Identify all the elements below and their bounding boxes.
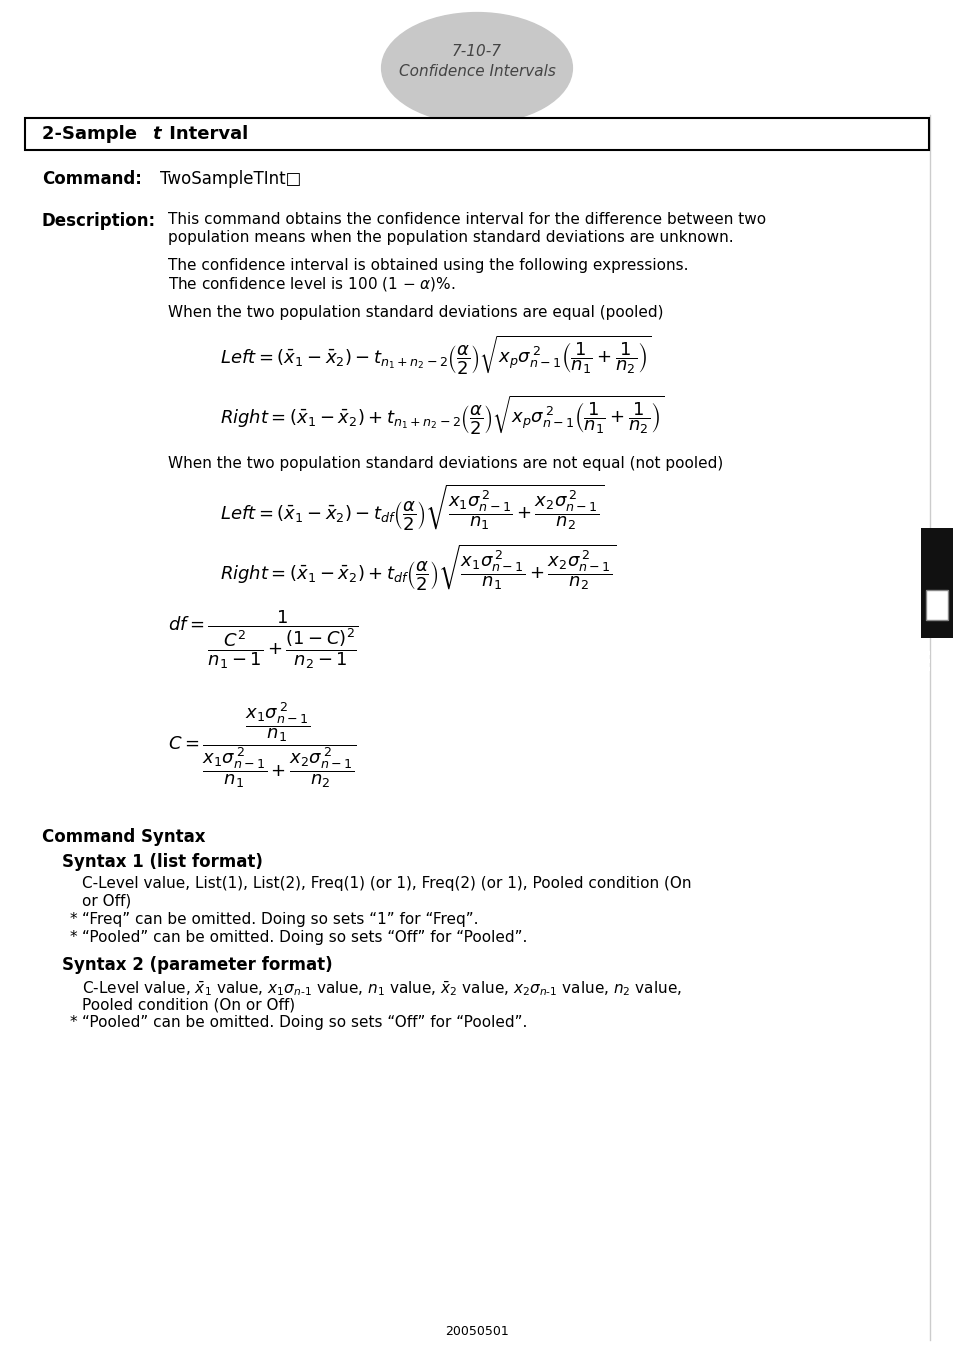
Text: Syntax 2 (parameter format): Syntax 2 (parameter format) (62, 956, 333, 973)
Text: or Off): or Off) (82, 894, 132, 909)
Text: C-Level value, $\bar{x}_1$ value, $x_1\sigma_{n\text{-}1}$ value, $n_1$ value, $: C-Level value, $\bar{x}_1$ value, $x_1\s… (82, 979, 681, 998)
FancyBboxPatch shape (932, 658, 936, 662)
FancyBboxPatch shape (920, 529, 953, 638)
FancyBboxPatch shape (939, 658, 943, 662)
Text: This command obtains the confidence interval for the difference between two: This command obtains the confidence inte… (168, 212, 765, 227)
Text: $C = \dfrac{\dfrac{x_1\sigma_{n-1}^{\,2}}{n_1}}{\dfrac{x_1\sigma_{n-1}^{\,2}}{n_: $C = \dfrac{\dfrac{x_1\sigma_{n-1}^{\,2}… (168, 700, 356, 790)
Text: The confidence level is 100 (1 $-$ $\alpha$)%.: The confidence level is 100 (1 $-$ $\alp… (168, 274, 455, 293)
Text: Confidence Intervals: Confidence Intervals (398, 65, 555, 80)
Text: TwoSampleTInt□: TwoSampleTInt□ (160, 170, 301, 188)
Ellipse shape (381, 12, 572, 123)
Text: t: t (152, 124, 160, 143)
Text: Syntax 1 (list format): Syntax 1 (list format) (62, 853, 263, 871)
Text: The confidence interval is obtained using the following expressions.: The confidence interval is obtained usin… (168, 258, 688, 273)
FancyBboxPatch shape (925, 667, 929, 671)
Text: When the two population standard deviations are equal (pooled): When the two population standard deviati… (168, 306, 662, 320)
FancyBboxPatch shape (939, 652, 943, 654)
FancyBboxPatch shape (925, 658, 929, 662)
FancyBboxPatch shape (925, 652, 929, 654)
FancyBboxPatch shape (939, 667, 943, 671)
Text: 7-10-7: 7-10-7 (452, 45, 501, 59)
Text: *: * (70, 1015, 77, 1030)
Text: 2-Sample: 2-Sample (42, 124, 143, 143)
Text: Command:: Command: (42, 170, 142, 188)
Text: “Freq” can be omitted. Doing so sets “1” for “Freq”.: “Freq” can be omitted. Doing so sets “1”… (82, 913, 478, 927)
Text: $\mathit{Left} = (\bar{x}_1 - \bar{x}_2)- t_{df}\left(\dfrac{\alpha}{2}\right)\s: $\mathit{Left} = (\bar{x}_1 - \bar{x}_2)… (220, 483, 603, 533)
Text: $df = \dfrac{1}{\dfrac{C^2}{n_1-1}+\dfrac{(1-C)^2}{n_2-1}}$: $df = \dfrac{1}{\dfrac{C^2}{n_1-1}+\dfra… (168, 608, 358, 671)
Text: *: * (70, 913, 77, 927)
Text: C-Level value, List(1), List(2), Freq(1) (or 1), Freq(2) (or 1), Pooled conditio: C-Level value, List(1), List(2), Freq(1)… (82, 876, 691, 891)
FancyBboxPatch shape (925, 589, 947, 621)
Text: $\mathit{Right} = (\bar{x}_1 - \bar{x}_2)+ t_{n_1+n_2-2}\left(\dfrac{\alpha}{2}\: $\mathit{Right} = (\bar{x}_1 - \bar{x}_2… (220, 393, 664, 437)
Text: $\mathit{Left} = (\bar{x}_1 - \bar{x}_2)- t_{n_1+n_2-2}\left(\dfrac{\alpha}{2}\r: $\mathit{Left} = (\bar{x}_1 - \bar{x}_2)… (220, 334, 651, 377)
Text: 20050501: 20050501 (445, 1325, 508, 1338)
Text: $\mathit{Right} = (\bar{x}_1 - \bar{x}_2)+ t_{df}\left(\dfrac{\alpha}{2}\right)\: $\mathit{Right} = (\bar{x}_1 - \bar{x}_2… (220, 544, 617, 594)
Text: Pooled condition (On or Off): Pooled condition (On or Off) (82, 996, 294, 1013)
Text: Command Syntax: Command Syntax (42, 827, 205, 846)
Text: When the two population standard deviations are not equal (not pooled): When the two population standard deviati… (168, 456, 722, 470)
Text: Description:: Description: (42, 212, 156, 230)
Text: *: * (70, 930, 77, 945)
Text: Interval: Interval (163, 124, 248, 143)
FancyBboxPatch shape (932, 667, 936, 671)
Text: population means when the population standard deviations are unknown.: population means when the population sta… (168, 230, 733, 245)
FancyBboxPatch shape (25, 118, 928, 150)
FancyBboxPatch shape (932, 652, 936, 654)
Text: “Pooled” can be omitted. Doing so sets “Off” for “Pooled”.: “Pooled” can be omitted. Doing so sets “… (82, 930, 527, 945)
Text: “Pooled” can be omitted. Doing so sets “Off” for “Pooled”.: “Pooled” can be omitted. Doing so sets “… (82, 1015, 527, 1030)
